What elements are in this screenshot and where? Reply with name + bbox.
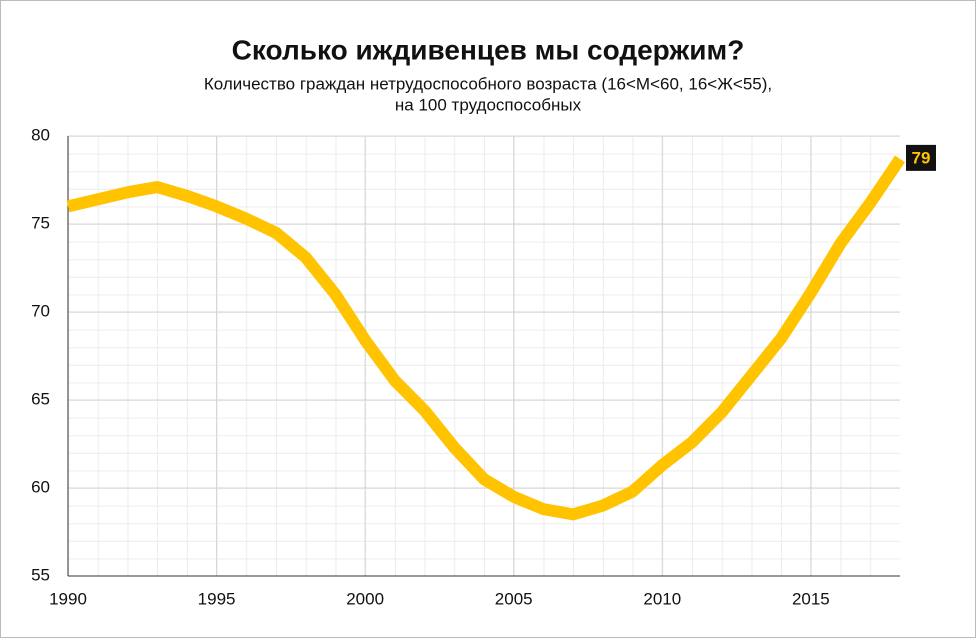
data-line: [66, 155, 905, 521]
x-tick-label: 1995: [198, 589, 236, 608]
y-tick-label: 75: [31, 213, 50, 232]
chart-title: Сколько иждивенцев мы содержим?: [232, 34, 745, 65]
y-tick-label: 65: [31, 389, 50, 408]
x-tick-label: 2005: [495, 589, 533, 608]
x-tick-label: 2010: [643, 589, 681, 608]
y-tick-label: 60: [31, 477, 50, 496]
x-tick-label: 2015: [792, 589, 830, 608]
value-label: 79: [912, 148, 931, 167]
x-tick-label: 2000: [346, 589, 384, 608]
value-label-box: [906, 144, 936, 171]
chart-subtitle: Количество граждан нетрудоспособного воз…: [204, 74, 772, 93]
y-tick-label: 70: [31, 301, 50, 320]
y-tick-label: 55: [31, 565, 50, 584]
chart-subtitle: на 100 трудоспособных: [395, 95, 582, 114]
y-tick-label: 80: [31, 125, 50, 144]
x-tick-label: 1990: [49, 589, 87, 608]
